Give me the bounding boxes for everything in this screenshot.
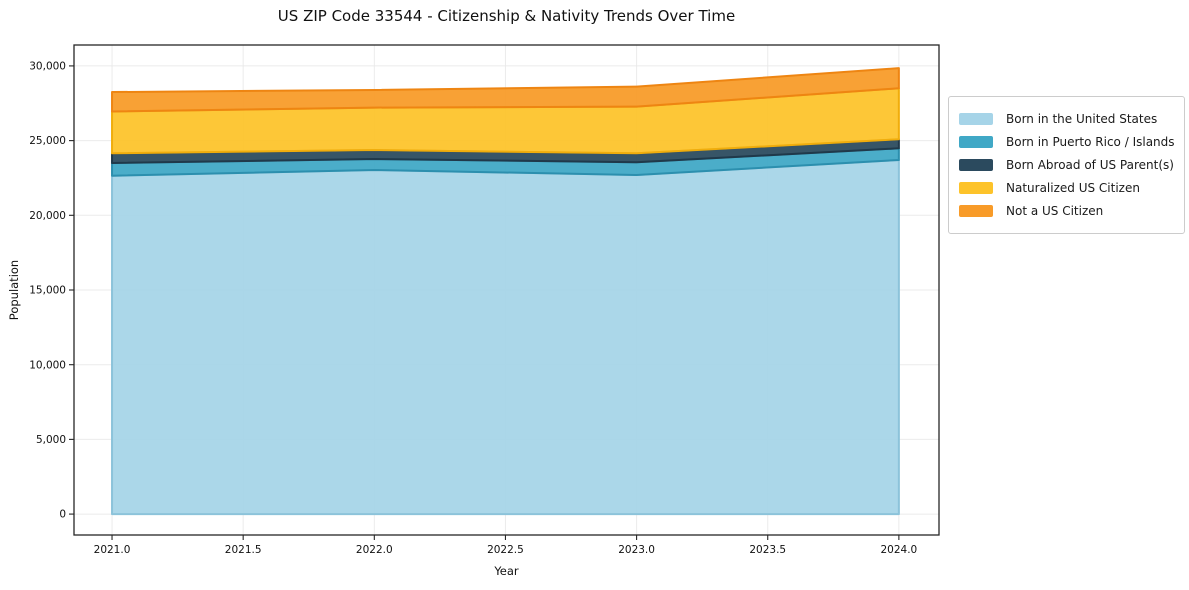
legend-label: Born in Puerto Rico / Islands <box>1006 134 1175 149</box>
y-tick-label: 10,000 <box>29 359 66 371</box>
legend-item: Naturalized US Citizen <box>959 176 1178 199</box>
legend-label: Naturalized US Citizen <box>1006 180 1140 195</box>
y-tick-label: 15,000 <box>29 285 66 297</box>
legend-label: Born Abroad of US Parent(s) <box>1006 157 1174 172</box>
legend-swatch <box>959 181 993 194</box>
y-axis-label: Population <box>7 259 21 321</box>
x-tick-label: 2023.0 <box>618 544 655 556</box>
legend-item: Born in Puerto Rico / Islands <box>959 130 1178 153</box>
x-tick-label: 2021.5 <box>225 544 262 556</box>
legend-item: Born in the United States <box>959 107 1178 130</box>
legend-item: Not a US Citizen <box>959 199 1178 222</box>
legend-label: Not a US Citizen <box>1006 203 1104 218</box>
area-series-4 <box>111 67 900 113</box>
legend: Born in the United States Born in Puerto … <box>948 96 1185 234</box>
legend-swatch <box>959 112 993 125</box>
x-axis-label: Year <box>494 564 519 578</box>
x-tick-label: 2023.5 <box>749 544 786 556</box>
y-tick-label: 0 <box>59 509 66 521</box>
legend-swatch <box>959 135 993 148</box>
x-tick-label: 2022.5 <box>487 544 524 556</box>
y-tick-label: 25,000 <box>29 135 66 147</box>
y-tick-label: 5,000 <box>36 434 66 446</box>
y-tick-label: 30,000 <box>29 61 66 73</box>
x-tick-label: 2021.0 <box>94 544 131 556</box>
legend-label: Born in the United States <box>1006 111 1158 126</box>
legend-swatch <box>959 158 993 171</box>
legend-swatch <box>959 204 993 217</box>
x-tick-label: 2022.0 <box>356 544 393 556</box>
legend-item: Born Abroad of US Parent(s) <box>959 153 1178 176</box>
chart-title: US ZIP Code 33544 - Citizenship & Nativi… <box>277 7 736 25</box>
y-tick-label: 20,000 <box>29 210 66 222</box>
area-series-0 <box>111 158 900 516</box>
x-tick-label: 2024.0 <box>880 544 917 556</box>
